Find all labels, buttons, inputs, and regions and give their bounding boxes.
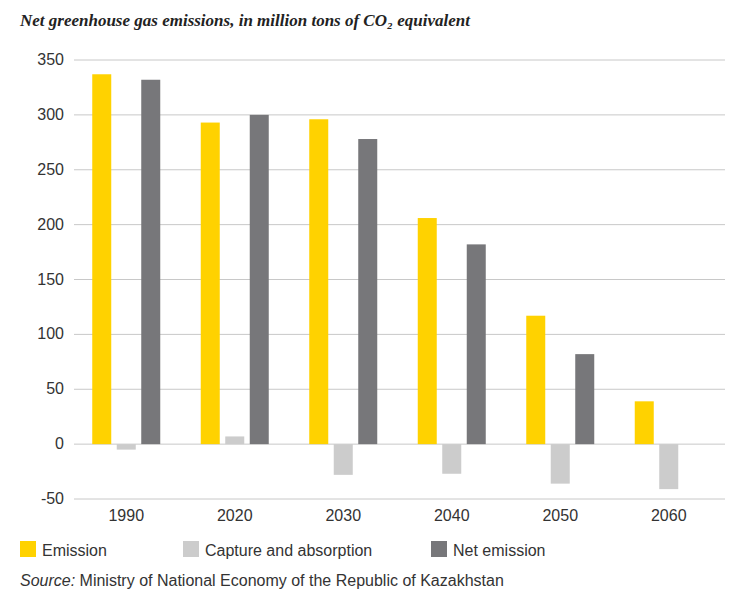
source: Source: Ministry of National Economy of … bbox=[20, 572, 504, 589]
bar bbox=[442, 444, 461, 474]
y-tick-label: 100 bbox=[37, 325, 64, 342]
grid-line bbox=[74, 114, 725, 115]
grid-line bbox=[74, 60, 725, 61]
source-text: Ministry of National Economy of the Repu… bbox=[75, 572, 504, 589]
bar bbox=[92, 74, 111, 444]
title: Net greenhouse gas emissions, in million… bbox=[19, 11, 471, 30]
grid-line bbox=[74, 499, 725, 500]
grid bbox=[74, 60, 725, 499]
y-tick-label: 200 bbox=[37, 216, 64, 233]
bar bbox=[418, 218, 437, 444]
bar bbox=[551, 444, 570, 484]
legend-swatch bbox=[183, 541, 199, 557]
grid-line bbox=[74, 444, 725, 445]
legend-swatch bbox=[431, 541, 447, 557]
legend-swatch bbox=[20, 541, 36, 557]
source-prefix: Source: bbox=[20, 572, 75, 589]
page: {"chart_data": {"type": "bar", "title": … bbox=[0, 0, 739, 595]
bar bbox=[575, 354, 594, 444]
chart-svg: Net greenhouse gas emissions, in million… bbox=[0, 0, 739, 595]
chart-container: Net greenhouse gas emissions, in million… bbox=[0, 0, 739, 595]
x-tick-label: 2050 bbox=[542, 507, 578, 524]
y-tick-label: 150 bbox=[37, 271, 64, 288]
y-tick-label: 350 bbox=[37, 51, 64, 68]
y-tick-label: 300 bbox=[37, 106, 64, 123]
bar bbox=[117, 444, 136, 449]
bar bbox=[635, 401, 654, 444]
bars bbox=[92, 74, 678, 489]
legend-label: Emission bbox=[42, 542, 107, 559]
x-tick-label: 2040 bbox=[434, 507, 470, 524]
x-tick-label: 2060 bbox=[651, 507, 687, 524]
y-tick-label: 50 bbox=[46, 380, 64, 397]
y-tick-label: 0 bbox=[55, 435, 64, 452]
bar bbox=[526, 316, 545, 444]
x-tick-label: 2030 bbox=[325, 507, 361, 524]
bar bbox=[334, 444, 353, 475]
x-tick-label: 2020 bbox=[217, 507, 253, 524]
bar bbox=[141, 80, 160, 444]
x-tick-label: 1990 bbox=[108, 507, 144, 524]
legend-label: Net emission bbox=[453, 542, 545, 559]
bar bbox=[250, 115, 269, 444]
grid-line bbox=[74, 389, 725, 390]
legend-label: Capture and absorption bbox=[205, 542, 372, 559]
bar bbox=[467, 244, 486, 444]
grid-line bbox=[74, 334, 725, 335]
grid-line bbox=[74, 279, 725, 280]
grid-line bbox=[74, 169, 725, 170]
bar bbox=[659, 444, 678, 489]
grid-line bbox=[74, 224, 725, 225]
bar bbox=[201, 123, 220, 445]
y-tick-label: -50 bbox=[41, 490, 64, 507]
y-tick-label: 250 bbox=[37, 161, 64, 178]
bar bbox=[358, 139, 377, 444]
bar bbox=[309, 119, 328, 444]
bar bbox=[225, 436, 244, 444]
